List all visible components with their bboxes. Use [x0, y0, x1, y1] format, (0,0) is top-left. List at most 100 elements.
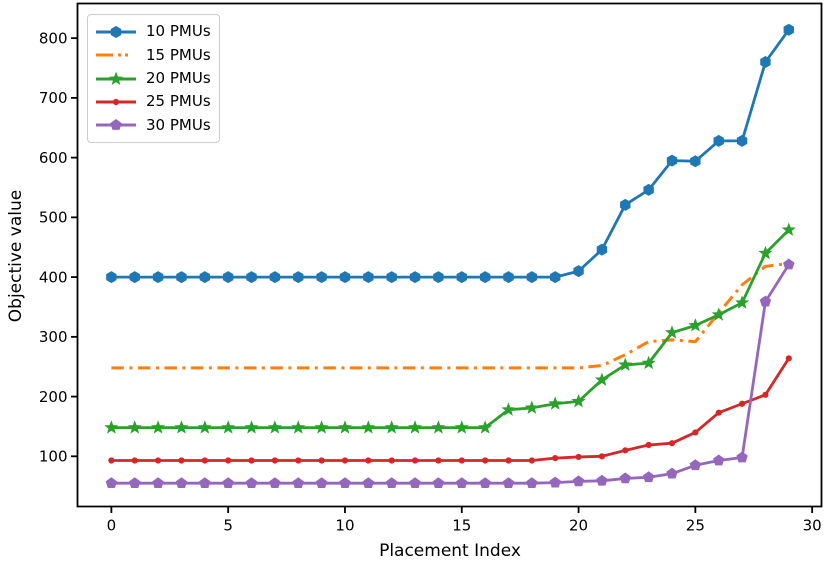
- data-point-marker: [267, 420, 282, 434]
- y-tick-label: 200: [39, 388, 68, 406]
- data-point-marker: [482, 457, 489, 464]
- data-point-marker: [666, 154, 678, 167]
- data-point-marker: [105, 477, 118, 489]
- data-point-marker: [692, 429, 699, 436]
- y-tick-label: 700: [39, 89, 68, 107]
- series-10-pmus: [106, 23, 794, 284]
- data-point-marker: [131, 457, 138, 464]
- data-point-marker: [736, 134, 748, 147]
- data-point-marker: [154, 457, 162, 464]
- data-point-marker: [711, 307, 726, 321]
- data-point-marker: [110, 119, 122, 131]
- axis-ticks: 100 200 300 400 500 600 700 800 0 5 10 15 20 25 30: [39, 29, 822, 534]
- data-point-marker: [664, 325, 680, 339]
- data-point-marker: [524, 400, 539, 414]
- data-point-marker: [384, 420, 399, 434]
- legend-label: 10 PMUs: [146, 22, 211, 41]
- data-point-marker: [361, 420, 376, 434]
- data-point-marker: [151, 420, 166, 434]
- data-point-marker: [642, 471, 655, 483]
- data-point-marker: [337, 420, 352, 434]
- data-point-marker: [293, 271, 304, 284]
- data-point-marker: [618, 357, 633, 371]
- data-point-marker: [573, 265, 584, 278]
- data-point-marker: [199, 271, 211, 284]
- legend-line-sample-icon: [96, 53, 136, 57]
- data-point-marker: [339, 477, 351, 489]
- legend-label: 15 PMUs: [146, 45, 211, 64]
- data-point-marker: [596, 474, 608, 486]
- data-point-marker: [454, 420, 469, 434]
- data-point-marker: [112, 98, 120, 106]
- data-point-marker: [503, 271, 514, 284]
- legend-item-15-pmus: 15 PMUs: [94, 43, 211, 66]
- legend-line-sample-icon: [96, 98, 136, 106]
- data-point-marker: [246, 271, 257, 284]
- data-point-marker: [783, 23, 794, 36]
- legend-line-sample-icon: [96, 119, 136, 131]
- y-tick-label: 300: [39, 328, 68, 346]
- data-point-marker: [572, 475, 585, 487]
- x-tick-label: 5: [223, 517, 233, 535]
- x-axis-label: Placement Index: [379, 541, 521, 561]
- series-line: [111, 357, 790, 462]
- legend-item-10-pmus: 10 PMUs: [94, 20, 211, 43]
- data-point-marker: [152, 477, 164, 489]
- y-axis-label: Objective value: [6, 189, 26, 323]
- data-point-marker: [502, 477, 515, 489]
- data-point-marker: [596, 243, 608, 256]
- data-point-marker: [245, 477, 258, 489]
- data-point-marker: [174, 420, 189, 434]
- data-point-marker: [248, 457, 255, 464]
- legend-label: 25 PMUs: [146, 92, 211, 111]
- data-point-marker: [431, 420, 446, 434]
- data-point-marker: [104, 420, 119, 434]
- data-point-marker: [409, 477, 421, 489]
- x-tick-label: 10: [335, 517, 354, 535]
- data-point-marker: [178, 457, 185, 464]
- data-point-marker: [641, 355, 656, 370]
- x-tick-label: 15: [452, 517, 471, 535]
- data-point-marker: [127, 420, 142, 434]
- data-point-marker: [291, 420, 306, 434]
- series-25-pmus: [108, 355, 792, 464]
- data-point-marker: [222, 477, 234, 489]
- legend-label: 30 PMUs: [146, 115, 211, 134]
- data-point-marker: [318, 457, 325, 464]
- data-point-marker: [152, 271, 164, 284]
- data-point-marker: [505, 457, 512, 464]
- data-point-marker: [315, 477, 328, 489]
- data-point-marker: [176, 271, 187, 284]
- data-point-marker: [339, 271, 351, 284]
- data-point-marker: [783, 258, 795, 270]
- data-point-marker: [598, 453, 606, 460]
- data-point-marker: [175, 477, 188, 489]
- data-point-marker: [458, 457, 465, 464]
- data-point-marker: [760, 56, 771, 69]
- data-point-marker: [110, 25, 122, 38]
- series-15-pmus: [111, 261, 789, 370]
- data-point-marker: [271, 457, 278, 464]
- data-point-marker: [106, 271, 117, 284]
- data-point-marker: [713, 134, 724, 147]
- data-point-marker: [762, 391, 769, 398]
- data-point-marker: [295, 457, 302, 464]
- y-tick-label: 100: [39, 448, 68, 466]
- data-point-marker: [785, 355, 792, 362]
- data-point-marker: [269, 477, 281, 489]
- legend-line-sample-icon: [96, 25, 136, 38]
- data-point-marker: [713, 454, 725, 466]
- data-point-marker: [645, 441, 652, 449]
- data-point-marker: [781, 222, 796, 236]
- series-20-pmus: [104, 222, 796, 434]
- data-point-marker: [409, 271, 421, 284]
- data-point-marker: [386, 271, 397, 284]
- data-point-marker: [108, 71, 124, 85]
- data-point-marker: [552, 455, 559, 462]
- legend: 10 PMUs 15 PMUs 20 PMUs 25 PMUs 30 PMUs: [87, 14, 220, 143]
- data-point-marker: [501, 402, 516, 416]
- series-line: [111, 261, 789, 370]
- data-point-marker: [456, 271, 467, 284]
- data-point-marker: [362, 477, 375, 489]
